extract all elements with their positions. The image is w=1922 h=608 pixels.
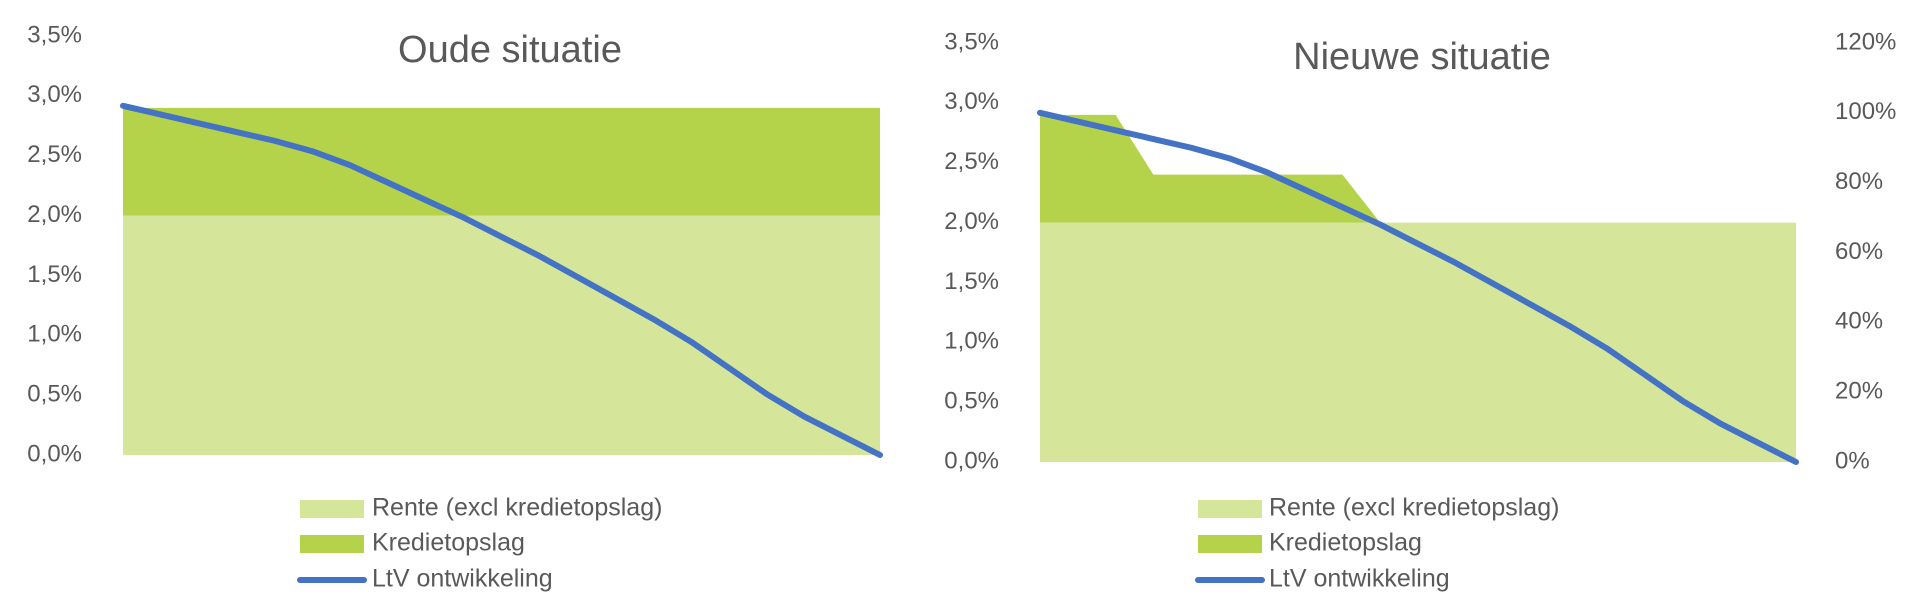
y-tick-label: 0,0% <box>27 440 82 467</box>
y-tick-label: 3,5% <box>27 21 82 48</box>
legend-label: LtV ontwikkeling <box>1269 565 1450 593</box>
y2-tick-label: 80% <box>1835 168 1883 195</box>
ltv-line <box>120 102 883 458</box>
area <box>1040 114 1796 223</box>
y2-tick-label: 120% <box>1835 28 1896 55</box>
y-tick-label: 1,0% <box>27 321 82 348</box>
y2-tick-label: 60% <box>1835 238 1883 265</box>
legend-label: Kredietopslag <box>372 529 525 557</box>
y-tick-label: 1,5% <box>944 268 999 295</box>
chart-title: Nieuwe situatie <box>1293 36 1551 78</box>
chart: Nieuwe situatie 0,0% 0,5% 1,0% 1,5% 2,0% 2,5% 3… <box>944 28 1896 592</box>
legend-swatch <box>300 500 364 518</box>
y2-tick-label: 20% <box>1835 378 1883 405</box>
legend-swatch <box>1198 535 1262 553</box>
chart-title: Oude situatie <box>398 29 622 71</box>
area <box>1040 222 1796 462</box>
legend-label: LtV ontwikkeling <box>372 565 553 593</box>
area <box>123 107 880 216</box>
y-tick-label: 3,0% <box>27 81 82 108</box>
y-tick-label: 3,0% <box>944 88 999 115</box>
y-tick-label: 0,0% <box>944 447 999 474</box>
legend-swatch <box>1198 500 1262 518</box>
y-tick-label: 1,0% <box>944 328 999 355</box>
y-tick-label: 2,0% <box>944 208 999 235</box>
y2-tick-label: 40% <box>1835 308 1883 335</box>
y-tick-label: 0,5% <box>944 387 999 414</box>
y-tick-label: 3,5% <box>944 28 999 55</box>
area <box>123 215 880 455</box>
y-tick-label: 1,5% <box>27 261 82 288</box>
y2-tick-label: 100% <box>1835 98 1896 125</box>
legend-label: Rente (excl kredietopslag) <box>372 494 662 522</box>
y2-tick-label: 0% <box>1835 447 1870 474</box>
chart: Oude situatie 0,0% 0,5% 1,0% 1,5% 2,0% 2,5% 3,0… <box>27 21 883 593</box>
ltv-line <box>1037 109 1799 465</box>
legend-label: Kredietopslag <box>1269 529 1422 557</box>
y-tick-label: 2,5% <box>27 141 82 168</box>
y-tick-label: 0,5% <box>27 380 82 407</box>
legend-swatch <box>300 535 364 553</box>
y-tick-label: 2,0% <box>27 201 82 228</box>
legend-label: Rente (excl kredietopslag) <box>1269 494 1559 522</box>
y-tick-label: 2,5% <box>944 148 999 175</box>
